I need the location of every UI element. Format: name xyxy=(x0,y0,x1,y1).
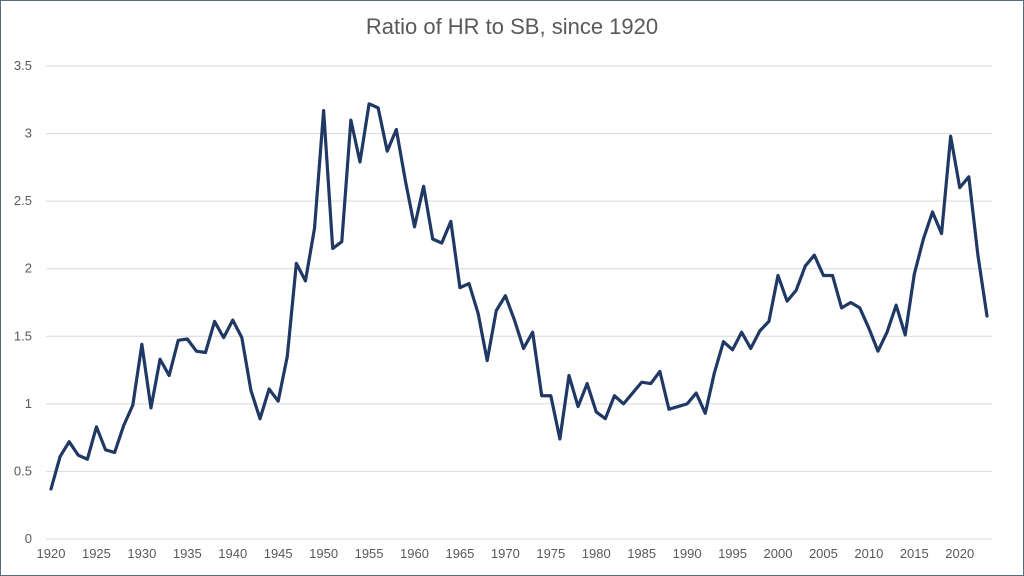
y-tick-label: 2 xyxy=(25,261,32,276)
chart-title: Ratio of HR to SB, since 1920 xyxy=(365,14,659,39)
x-tick-label: 1985 xyxy=(627,546,656,561)
x-tick-label: 1990 xyxy=(673,546,702,561)
y-tick-label: 1 xyxy=(25,396,32,411)
y-axis-tick-labels: 0 0.5 1 1.5 2 2.5 3 3.5 xyxy=(14,58,32,546)
y-tick-label: 0.5 xyxy=(14,463,32,478)
x-tick-label: 2010 xyxy=(854,546,883,561)
x-tick-label: 1970 xyxy=(491,546,520,561)
x-tick-label: 2005 xyxy=(809,546,838,561)
y-tick-label: 2.5 xyxy=(14,193,32,208)
y-tick-label: 3.5 xyxy=(14,58,32,73)
x-tick-label: 2015 xyxy=(900,546,929,561)
series-line xyxy=(49,102,989,491)
x-tick-label: 1965 xyxy=(445,546,474,561)
x-axis-tick-labels: 1920 1925 1930 1935 1940 1945 1950 1955 1960 1965… xyxy=(37,546,975,561)
x-tick-label: 2000 xyxy=(764,546,793,561)
x-tick-label: 2020 xyxy=(945,546,974,561)
x-tick-label: 1930 xyxy=(127,546,156,561)
x-tick-label: 1950 xyxy=(309,546,338,561)
x-tick-label: 1920 xyxy=(37,546,66,561)
y-tick-label: 3 xyxy=(25,126,32,141)
x-tick-label: 1955 xyxy=(355,546,384,561)
x-tick-label: 1975 xyxy=(536,546,565,561)
x-tick-label: 1945 xyxy=(264,546,293,561)
series-lines xyxy=(49,102,989,491)
x-tick-label: 1935 xyxy=(173,546,202,561)
gridlines xyxy=(46,65,992,540)
y-tick-label: 1.5 xyxy=(14,328,32,343)
x-tick-label: 1940 xyxy=(218,546,247,561)
y-tick-label: 0 xyxy=(25,531,32,546)
x-tick-label: 1960 xyxy=(400,546,429,561)
x-tick-label: 1995 xyxy=(718,546,747,561)
x-tick-label: 1980 xyxy=(582,546,611,561)
x-tick-label: 1925 xyxy=(82,546,111,561)
